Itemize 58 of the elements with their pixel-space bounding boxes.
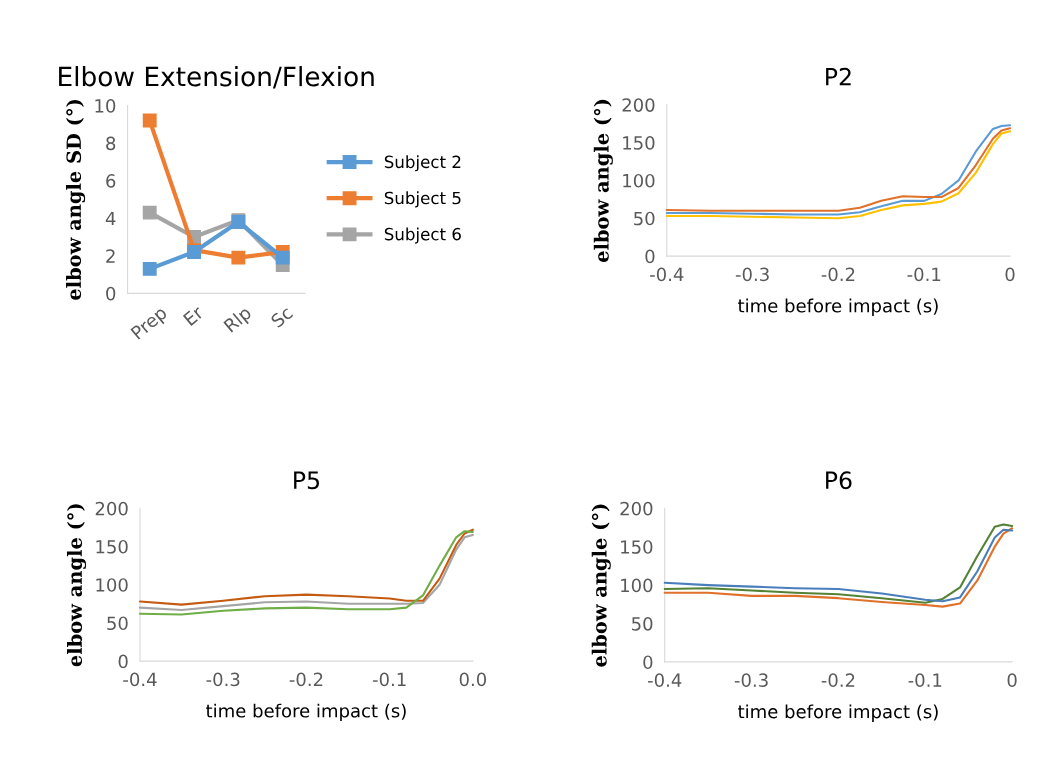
x-tick-label: -0.3 <box>734 673 768 688</box>
x-tick-label: 0 <box>1005 267 1015 282</box>
y-tick-label: 50 <box>634 211 655 226</box>
y-tick-label: 50 <box>632 616 653 631</box>
y-tick-label: 4 <box>105 211 116 226</box>
x-tick-label: -0.4 <box>647 673 682 688</box>
chart-title: P2 <box>826 67 851 86</box>
chart-title: P5 <box>294 471 319 490</box>
x-tick-label: -0.4 <box>123 672 157 687</box>
legend-label: Subject 6 <box>384 227 461 244</box>
y-axis-title: elbow angle (°) <box>66 504 87 667</box>
legend-label: Subject 5 <box>384 191 461 208</box>
y-tick-label: 200 <box>620 501 653 516</box>
y-tick-label: 50 <box>107 616 128 631</box>
y-tick-label: 6 <box>106 174 116 188</box>
point <box>231 250 246 265</box>
y-axis-title: elbow angle (°) <box>593 99 613 263</box>
y-tick-label: 10 <box>95 99 116 113</box>
x-tick-label: Er <box>182 304 205 326</box>
x-tick-label: 0.0 <box>459 672 487 687</box>
y-tick-label: 100 <box>623 173 655 188</box>
legend-label: Subject 2 <box>384 155 461 172</box>
point <box>142 113 157 128</box>
point <box>275 250 290 265</box>
y-axis-title: elbow angle (°) <box>591 504 611 667</box>
point <box>142 205 157 220</box>
y-tick-label: 150 <box>623 136 655 150</box>
x-axis-title: time before impact (s) <box>738 704 938 722</box>
x-tick-label: -0.3 <box>735 267 769 282</box>
x-tick-label: 0 <box>1007 673 1017 688</box>
y-tick-label: 150 <box>96 539 128 554</box>
x-tick-label: -0.1 <box>907 267 941 282</box>
y-tick-label: 200 <box>95 501 128 516</box>
x-tick-label: Sc <box>270 305 294 329</box>
point <box>142 261 157 276</box>
y-axis-title: elbow angle SD (°) <box>66 100 86 300</box>
chart-title: Elbow Extension/Flexion <box>59 66 374 89</box>
y-tick-label: 2 <box>106 249 115 263</box>
y-tick-label: 0 <box>106 286 116 301</box>
y-tick-label: 100 <box>621 578 653 593</box>
y-tick-label: 0 <box>645 249 655 264</box>
x-axis-title: time before impact (s) <box>206 703 406 722</box>
x-axis-title: time before impact (s) <box>738 298 938 317</box>
x-tick-label: -0.4 <box>650 267 684 282</box>
x-tick-label: Rlp <box>223 305 255 336</box>
y-tick-label: 200 <box>622 98 655 112</box>
y-tick-label: 0 <box>118 654 128 669</box>
y-tick-label: 8 <box>106 136 116 151</box>
x-tick-label: -0.2 <box>289 672 323 687</box>
y-tick-label: 100 <box>96 578 128 592</box>
x-tick-label: -0.3 <box>206 672 240 687</box>
x-tick-label: -0.2 <box>821 267 855 282</box>
y-tick-label: 150 <box>621 540 653 554</box>
y-tick-label: 0 <box>643 655 653 670</box>
chart-title: P6 <box>826 471 852 490</box>
x-tick-label: -0.1 <box>372 672 406 687</box>
x-tick-label: -0.1 <box>908 673 942 688</box>
x-tick-label: -0.2 <box>821 673 855 688</box>
